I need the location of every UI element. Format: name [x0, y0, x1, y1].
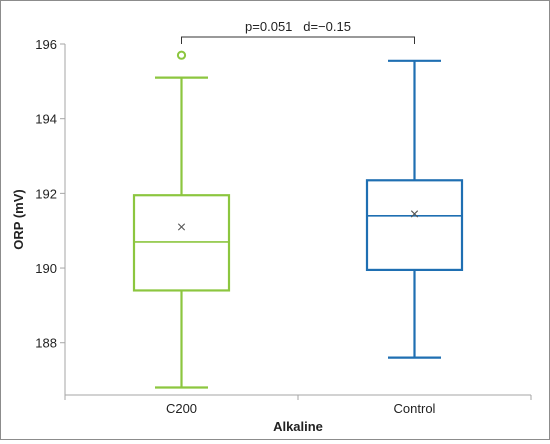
y-axis-title: ORP (mV) — [11, 189, 26, 249]
significance-annotation: p=0.051 d=−0.15 — [181, 19, 415, 44]
x-axis: C200 Control — [64, 394, 532, 416]
significance-bracket — [181, 36, 415, 44]
y-tick-label: 192 — [35, 186, 57, 201]
outlier-point — [176, 50, 187, 60]
x-tick-label: Control — [394, 401, 436, 416]
box-control — [365, 59, 464, 359]
y-tick-label: 188 — [35, 336, 57, 351]
mean-marker — [177, 223, 186, 231]
box-plot-series — [132, 50, 464, 389]
mean-marker — [410, 210, 419, 218]
significance-label: p=0.051 d=−0.15 — [245, 19, 351, 34]
y-axis: 188 190 192 194 196 — [35, 37, 66, 395]
y-tick-label: 190 — [35, 261, 57, 276]
y-tick-label: 194 — [35, 112, 57, 127]
x-axis-title: Alkaline — [273, 419, 323, 434]
iqr-box — [365, 179, 464, 272]
box-c200 — [132, 50, 231, 389]
iqr-box — [132, 194, 231, 292]
x-tick-label: C200 — [166, 401, 197, 416]
y-tick-label: 196 — [35, 37, 57, 52]
